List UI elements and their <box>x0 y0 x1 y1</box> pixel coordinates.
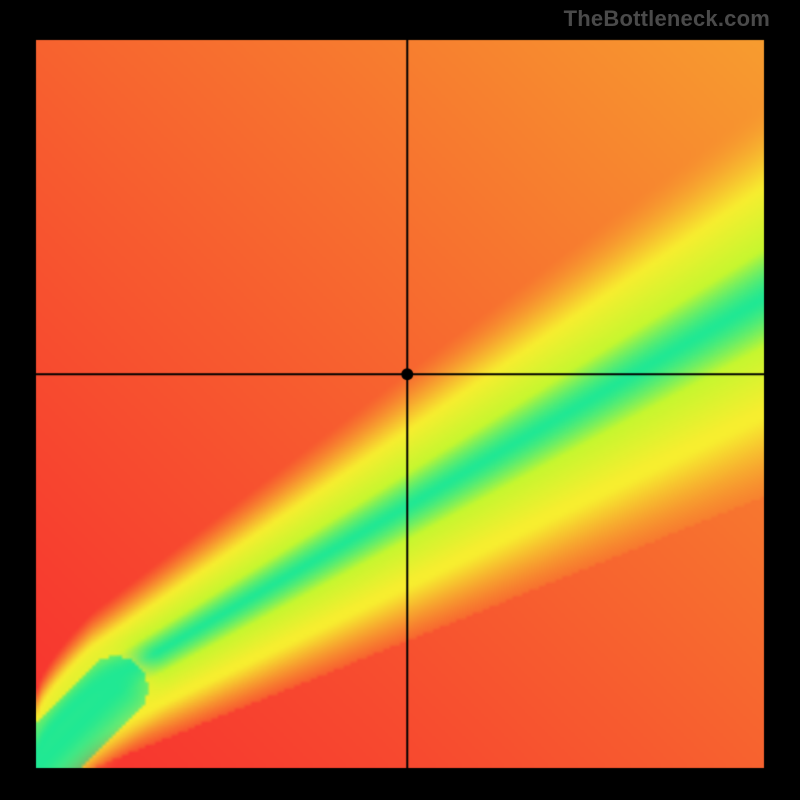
heatmap-canvas <box>30 34 770 774</box>
heatmap-frame <box>30 34 770 774</box>
watermark-text: TheBottleneck.com <box>564 6 770 32</box>
